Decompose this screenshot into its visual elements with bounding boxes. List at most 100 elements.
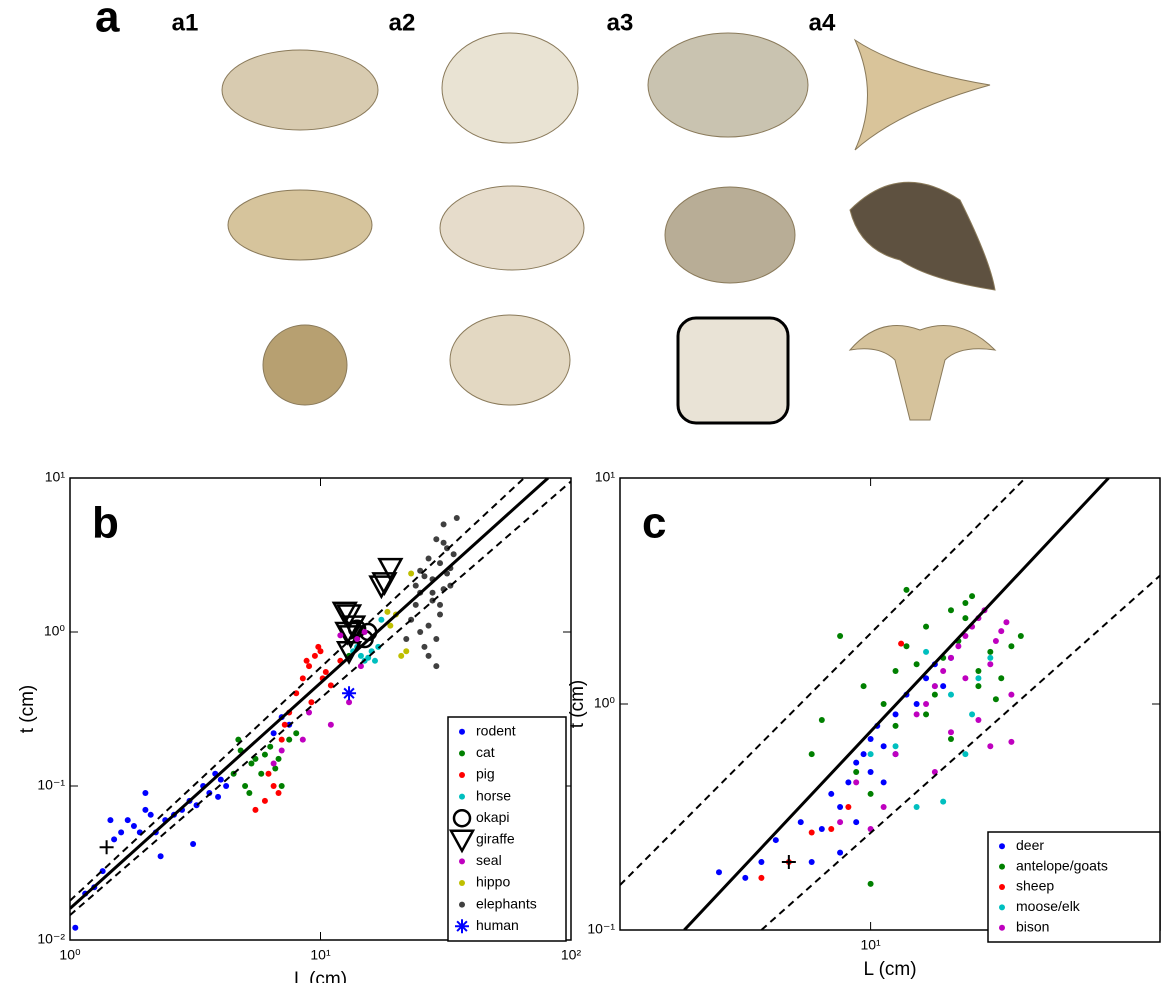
legend-swatch	[448, 829, 476, 854]
data-point	[1008, 643, 1015, 650]
data-point	[412, 601, 419, 608]
data-point	[975, 683, 982, 690]
data-point	[828, 825, 835, 832]
data-point	[433, 636, 440, 643]
data-point	[357, 652, 364, 659]
data-point	[975, 716, 982, 723]
data-point	[892, 722, 899, 729]
data-point	[992, 696, 999, 703]
data-point	[331, 601, 358, 626]
data-point	[130, 822, 137, 829]
data-point	[306, 709, 313, 716]
data-point	[913, 701, 920, 707]
legend-swatch	[999, 924, 1005, 931]
fit-line	[70, 480, 571, 916]
panel-label: b	[92, 499, 119, 548]
data-point	[147, 811, 154, 818]
data-point	[286, 736, 293, 743]
data-point	[898, 640, 905, 647]
skull-photo	[849, 181, 996, 291]
data-point	[403, 648, 410, 655]
legend-swatch	[999, 904, 1005, 911]
data-point	[880, 743, 887, 750]
data-point	[215, 793, 222, 800]
legend-swatch	[999, 843, 1005, 850]
data-point	[235, 736, 242, 743]
chart: 10⁰ 10¹ 10² 10⁻² 10⁻¹ 10⁰ 10¹ L (cm) t (cm) b rode…	[17, 469, 581, 983]
data-point	[308, 699, 315, 706]
data-point	[440, 521, 447, 528]
data-point	[417, 629, 424, 635]
data-point	[437, 611, 444, 618]
legend-swatch	[455, 919, 469, 934]
legend-label: moose/elk	[1016, 898, 1081, 914]
legend-swatch	[459, 901, 465, 908]
data-point	[867, 880, 874, 887]
data-point	[892, 711, 899, 718]
data-point	[987, 743, 994, 750]
data-point	[365, 654, 372, 661]
data-point	[808, 858, 815, 865]
data-point	[923, 711, 930, 718]
data-point	[408, 570, 415, 577]
data-point	[275, 790, 282, 797]
legend-label: sheep	[1016, 878, 1054, 894]
data-point	[342, 686, 357, 701]
points	[70, 478, 571, 931]
legend-box	[987, 831, 1161, 943]
data-point	[947, 607, 954, 614]
data-point	[903, 586, 910, 593]
data-point	[880, 701, 887, 707]
column-label: a3	[607, 9, 634, 36]
plot-frame	[69, 477, 572, 941]
data-point	[425, 652, 432, 659]
data-point	[311, 652, 318, 659]
data-point	[270, 760, 277, 767]
data-point	[252, 806, 259, 813]
data-point	[742, 874, 749, 881]
data-point	[975, 675, 982, 682]
data-point	[758, 858, 765, 865]
data-point	[923, 648, 930, 655]
data-point	[987, 661, 994, 668]
data-point	[421, 573, 428, 580]
data-point	[818, 716, 825, 723]
data-point	[403, 636, 410, 643]
data-point	[299, 736, 306, 743]
data-point	[853, 819, 860, 826]
skull-photo	[676, 316, 790, 425]
data-point	[306, 663, 313, 670]
data-point	[892, 667, 899, 674]
data-point	[281, 721, 288, 728]
legend-label: cat	[476, 744, 495, 760]
data-point	[947, 736, 954, 743]
data-point	[867, 736, 874, 743]
y-axis-label: t (cm)	[567, 680, 588, 729]
legend-label: rodent	[476, 723, 516, 739]
y-axis-label: t (cm)	[17, 685, 38, 734]
data-point	[450, 551, 457, 558]
skull-photo	[848, 325, 997, 421]
data-point	[412, 582, 419, 589]
data-point	[860, 751, 867, 758]
photo-panel: a a1 a2 a3 a4	[95, 0, 997, 425]
data-point	[837, 804, 844, 811]
data-point	[955, 643, 962, 650]
data-point	[377, 557, 404, 582]
x-tick-label: 10²	[561, 947, 582, 963]
data-point	[453, 514, 460, 521]
data-point	[837, 632, 844, 639]
y-tick-label: 10⁻¹	[587, 921, 615, 937]
data-point	[987, 648, 994, 655]
data-point	[346, 699, 353, 706]
data-point	[931, 683, 938, 690]
legend-swatch	[999, 884, 1005, 890]
y-tick-label: 10⁰	[594, 695, 616, 711]
data-point	[903, 643, 910, 650]
data-point	[880, 779, 887, 786]
data-point	[818, 825, 825, 832]
data-point	[1003, 619, 1010, 626]
data-point	[440, 539, 447, 546]
chart: 10¹ 10⁻¹ 10⁰ 10¹ L (cm) t (cm) c deer antelope/g…	[567, 469, 1161, 980]
